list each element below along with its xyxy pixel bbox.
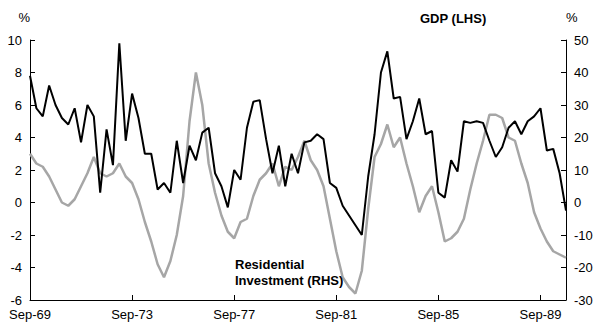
svg-text:-20: -20 [574, 260, 593, 275]
svg-text:%: % [566, 10, 578, 25]
svg-text:-30: -30 [574, 293, 593, 308]
svg-text:-10: -10 [574, 228, 593, 243]
svg-text:8: 8 [15, 65, 22, 80]
svg-text:GDP (LHS): GDP (LHS) [420, 11, 486, 26]
svg-text:20: 20 [574, 130, 588, 145]
svg-text:50: 50 [574, 33, 588, 48]
svg-text:Residential: Residential [235, 257, 308, 272]
svg-text:6: 6 [15, 98, 22, 113]
svg-text:Sep-69: Sep-69 [9, 307, 51, 322]
svg-text:10: 10 [8, 33, 22, 48]
svg-text:Sep-77: Sep-77 [213, 307, 255, 322]
svg-text:-6: -6 [10, 293, 22, 308]
svg-text:-2: -2 [10, 228, 22, 243]
svg-text:Sep-81: Sep-81 [315, 307, 357, 322]
svg-text:0: 0 [574, 195, 581, 210]
svg-text:30: 30 [574, 98, 588, 113]
svg-text:%: % [18, 10, 30, 25]
svg-text:2: 2 [15, 163, 22, 178]
svg-text:10: 10 [574, 163, 588, 178]
svg-text:Sep-89: Sep-89 [520, 307, 562, 322]
svg-text:40: 40 [574, 65, 588, 80]
svg-text:0: 0 [15, 195, 22, 210]
svg-text:-4: -4 [10, 260, 22, 275]
svg-text:Sep-85: Sep-85 [417, 307, 459, 322]
svg-text:Investment (RHS): Investment (RHS) [235, 273, 343, 288]
svg-text:Sep-73: Sep-73 [111, 307, 153, 322]
svg-text:4: 4 [15, 130, 22, 145]
